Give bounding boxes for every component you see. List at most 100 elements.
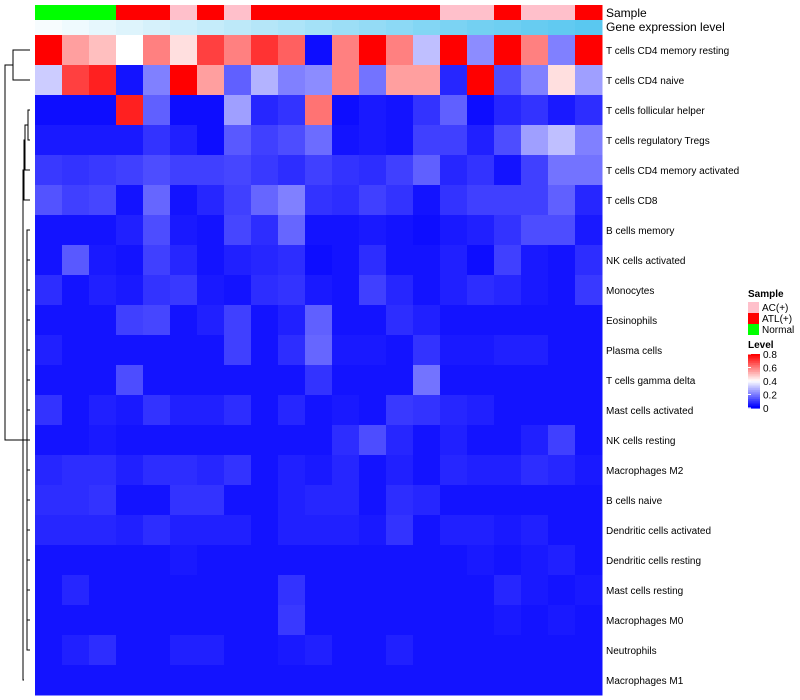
heatmap-cell: [224, 95, 252, 126]
heatmap-cell: [143, 635, 171, 666]
heatmap-cell: [521, 365, 549, 396]
heatmap-cell: [575, 155, 603, 186]
heatmap-cell: [494, 185, 522, 216]
heatmap-cell: [170, 125, 198, 156]
heatmap-cell: [143, 395, 171, 426]
legend-level-gradient-step: [748, 399, 760, 402]
sample-annotation-cell: [62, 5, 90, 20]
heatmap-cell: [278, 665, 306, 696]
heatmap-cell: [386, 305, 414, 336]
heatmap-cell: [35, 245, 63, 276]
heatmap-cell: [116, 95, 144, 126]
heatmap-cell: [35, 605, 63, 636]
heatmap-cell: [521, 245, 549, 276]
legend-level-gradient-step: [748, 370, 760, 373]
heatmap-cell: [35, 215, 63, 246]
heatmap-cell: [197, 485, 225, 516]
heatmap-cell: [116, 665, 144, 696]
heatmap-cell: [224, 335, 252, 366]
expression-annotation-cell: [494, 20, 522, 35]
heatmap-cell: [143, 485, 171, 516]
heatmap-cell: [548, 575, 576, 606]
row-label: Macrophages M0: [606, 616, 684, 627]
heatmap-cell: [413, 575, 441, 606]
row-label: T cells gamma delta: [606, 376, 696, 387]
heatmap-cell: [143, 245, 171, 276]
heatmap-cell: [413, 605, 441, 636]
expression-annotation-cell: [305, 20, 333, 35]
heatmap-cell: [143, 605, 171, 636]
legend-level-gradient-step: [748, 377, 760, 380]
heatmap-cell: [170, 395, 198, 426]
heatmap-cell: [386, 455, 414, 486]
heatmap-cell: [413, 95, 441, 126]
sample-annotation-label: Sample: [606, 6, 647, 20]
heatmap-cell: [143, 335, 171, 366]
heatmap-cell: [62, 575, 90, 606]
heatmap-cell: [467, 125, 495, 156]
heatmap-cell: [89, 125, 117, 156]
heatmap-cell: [305, 665, 333, 696]
heatmap-cell: [197, 185, 225, 216]
heatmap-cell: [62, 395, 90, 426]
heatmap-cell: [35, 95, 63, 126]
heatmap-cell: [89, 395, 117, 426]
heatmap-cell: [386, 605, 414, 636]
heatmap-cell: [197, 95, 225, 126]
heatmap-cell: [170, 635, 198, 666]
heatmap-cell: [251, 215, 279, 246]
heatmap-cell: [575, 95, 603, 126]
heatmap-cell: [251, 575, 279, 606]
heatmap-cell: [521, 35, 549, 66]
heatmap-cell: [386, 575, 414, 606]
row-dendrogram-branch: [22, 169, 24, 681]
heatmap-cell: [521, 485, 549, 516]
heatmap-cell: [197, 605, 225, 636]
sample-annotation-cell: [548, 5, 576, 20]
heatmap-cell: [224, 455, 252, 486]
heatmap-cell: [35, 275, 63, 306]
heatmap-cell: [548, 635, 576, 666]
heatmap-cell: [89, 65, 117, 96]
sample-annotation-cell: [116, 5, 144, 20]
heatmap-cell: [548, 545, 576, 576]
heatmap-cell: [116, 515, 144, 546]
heatmap-cell: [62, 305, 90, 336]
heatmap-cell: [386, 365, 414, 396]
expression-annotation-cell: [224, 20, 252, 35]
heatmap-cell: [332, 395, 360, 426]
legend-level-gradient-step: [748, 375, 760, 378]
heatmap-cell: [305, 125, 333, 156]
heatmap-cell: [62, 365, 90, 396]
heatmap-cell: [359, 545, 387, 576]
heatmap-cell: [467, 635, 495, 666]
heatmap-cell: [440, 485, 468, 516]
heatmap-cell: [548, 605, 576, 636]
heatmap-cell: [170, 545, 198, 576]
heatmap-cell: [143, 185, 171, 216]
heatmap-cell: [251, 185, 279, 216]
heatmap-cell: [386, 425, 414, 456]
heatmap-cell: [116, 485, 144, 516]
heatmap-cell: [170, 605, 198, 636]
heatmap-cell: [413, 635, 441, 666]
heatmap-cell: [305, 65, 333, 96]
legend-level-gradient-step: [748, 402, 760, 405]
heatmap-cell: [359, 425, 387, 456]
heatmap-cell: [170, 95, 198, 126]
heatmap-cell: [197, 335, 225, 366]
legend-level-gradient-step: [748, 363, 760, 366]
sample-annotation-cell: [575, 5, 603, 20]
legend-level-gradient-step: [748, 388, 760, 391]
heatmap-cell: [332, 65, 360, 96]
heatmap-cell: [170, 185, 198, 216]
heatmap-cell: [143, 305, 171, 336]
heatmap-cell: [467, 515, 495, 546]
heatmap-cell: [278, 335, 306, 366]
heatmap-cell: [467, 305, 495, 336]
heatmap-cell: [548, 65, 576, 96]
heatmap-cell: [494, 335, 522, 366]
heatmap-cell: [332, 365, 360, 396]
heatmap-cell: [197, 305, 225, 336]
legend-level-gradient-step: [748, 406, 760, 409]
